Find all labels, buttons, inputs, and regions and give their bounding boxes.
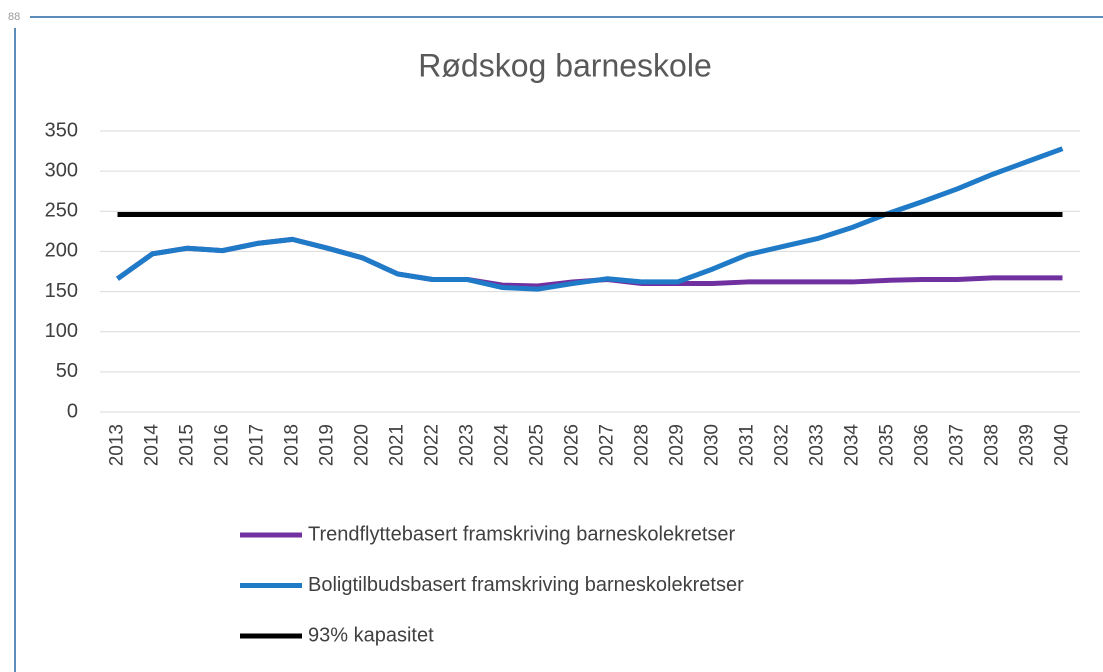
y-tick-label: 350 (45, 119, 78, 141)
x-tick-label: 2030 (702, 424, 723, 466)
y-tick-label: 100 (45, 320, 78, 342)
x-tick-label: 2029 (667, 424, 688, 466)
x-tick-label: 2021 (387, 424, 408, 466)
legend-label: 93% kapasitet (308, 624, 434, 646)
x-tick-label: 2022 (422, 424, 443, 466)
x-tick-label: 2020 (352, 424, 373, 466)
x-tick-label: 2035 (877, 424, 898, 466)
x-tick-label: 2028 (632, 424, 653, 466)
x-tick-label: 2038 (982, 424, 1003, 466)
x-tick-label: 2014 (142, 424, 163, 467)
y-tick-label: 0 (67, 400, 78, 422)
y-tick-label: 250 (45, 200, 78, 222)
x-tick-label: 2015 (177, 424, 198, 466)
y-tick-label: 300 (45, 159, 78, 181)
y-tick-label: 50 (56, 360, 78, 382)
x-tick-label: 2024 (492, 424, 513, 467)
x-tick-label: 2027 (597, 424, 618, 466)
y-tick-label: 150 (45, 280, 78, 302)
x-tick-label: 2019 (317, 424, 338, 466)
x-tick-label: 2033 (807, 424, 828, 466)
x-tick-label: 2018 (282, 424, 303, 466)
x-tick-label: 2023 (457, 424, 478, 466)
x-tick-label: 2013 (107, 424, 128, 466)
x-tick-label: 2017 (247, 424, 268, 466)
x-tick-label: 2032 (772, 424, 793, 466)
series-line (116, 146, 1064, 292)
chart-title: Rødskog barneskole (418, 47, 711, 83)
legend-label: Boligtilbudsbasert framskriving barnesko… (308, 574, 744, 596)
x-tick-label: 2039 (1017, 424, 1038, 466)
x-tick-label: 2025 (527, 424, 548, 466)
x-tick-label: 2034 (842, 424, 863, 467)
legend-label: Trendflyttebasert framskriving barneskol… (308, 523, 736, 545)
x-tick-label: 2040 (1052, 424, 1073, 466)
x-tick-label: 2037 (947, 424, 968, 466)
x-tick-label: 2031 (737, 424, 758, 466)
x-tick-label: 2016 (212, 424, 233, 466)
y-tick-label: 200 (45, 240, 78, 262)
x-tick-label: 2036 (912, 424, 933, 466)
x-tick-label: 2026 (562, 424, 583, 466)
corner-label: 88 (8, 11, 20, 23)
